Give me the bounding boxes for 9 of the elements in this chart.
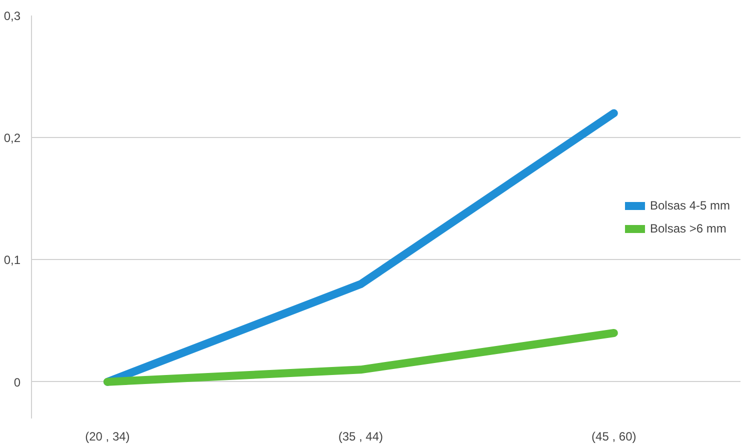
y-tick-label: 0 xyxy=(14,375,21,390)
x-tick-label: (20 , 34) xyxy=(85,430,130,444)
legend-label: Bolsas >6 mm xyxy=(650,221,726,235)
y-tick-label: 0,3 xyxy=(4,9,21,23)
legend-label: Bolsas 4-5 mm xyxy=(650,198,730,212)
x-tick-label: (35 , 44) xyxy=(338,430,384,444)
y-tick-label: 0,1 xyxy=(4,253,21,268)
x-tick-label: (45 , 60) xyxy=(592,430,636,444)
y-tick-label: 0,2 xyxy=(4,131,21,146)
